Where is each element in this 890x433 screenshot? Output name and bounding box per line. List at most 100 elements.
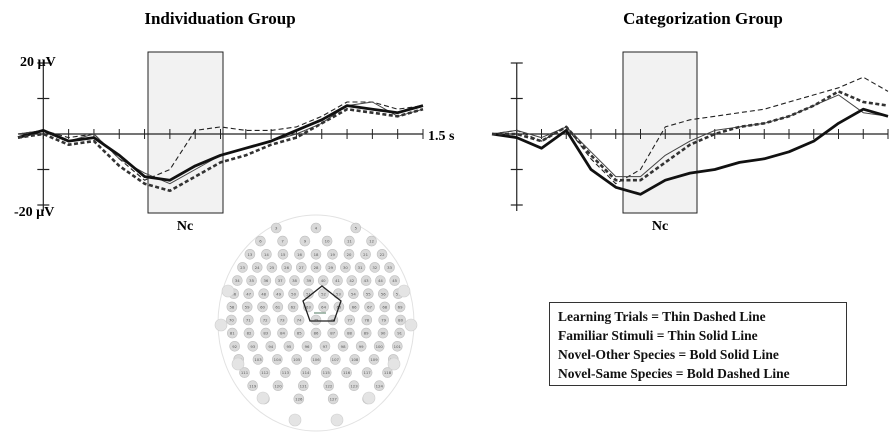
electrode-label: 48 (261, 291, 266, 296)
electrode-label: 26 (284, 265, 289, 270)
electrode-label: 37 (278, 278, 283, 283)
electrode-dot (323, 380, 335, 392)
electrode-dot (272, 380, 284, 392)
electrode-label: 61 (275, 305, 280, 310)
electrode-dot (261, 249, 272, 260)
outer-electrode-dot (387, 357, 401, 371)
electrode-label: 51 (306, 291, 311, 296)
electrode-label: 3 (275, 226, 278, 231)
electrode-label: 4 (315, 226, 318, 231)
electrode-label: 38 (292, 278, 297, 283)
electrode-label: 40 (321, 278, 326, 283)
electrode-dot (332, 275, 343, 286)
electrode-dot (259, 367, 271, 378)
electrode-label: 113 (282, 370, 290, 375)
electrode-label: 74 (297, 318, 302, 323)
electrode-label: 53 (336, 291, 341, 296)
electrode-dot (257, 301, 268, 313)
electrode-label: 126 (295, 397, 303, 402)
electrode-dot (243, 288, 254, 300)
electrode-label: 46 (231, 291, 236, 296)
left-y-bottom-label: -20 µV (14, 205, 54, 220)
electrode-label: 75 (314, 318, 319, 323)
electrode-dot (368, 354, 380, 365)
electrode-dot (277, 327, 288, 339)
electrode-label: 122 (325, 383, 333, 388)
electrode-dot (343, 249, 355, 260)
electrode-label: 118 (384, 370, 392, 375)
electrode-label: 25 (269, 265, 274, 270)
electrode-label: 68 (382, 305, 387, 310)
electrode-label: 116 (343, 370, 351, 375)
electrode-dot (361, 367, 373, 378)
electrode-label: 112 (261, 370, 269, 375)
outer-electrode-dot (231, 357, 245, 371)
electrode-dot (327, 327, 339, 339)
electrode-dot (303, 275, 315, 286)
electrode-label: 107 (332, 357, 340, 362)
electrode-dot (310, 314, 322, 326)
electrode-dot (293, 393, 305, 405)
electrode-dot (258, 288, 270, 300)
electrode-dot (246, 275, 257, 286)
electrode-dot (277, 249, 289, 260)
electrode-dot (226, 314, 237, 326)
electrode-dot (265, 340, 277, 352)
electrode-dot (274, 275, 286, 286)
electrode-label: 18 (314, 252, 319, 257)
electrode-dot (373, 380, 385, 392)
electrode-dot (319, 340, 331, 352)
electrode-dot (288, 288, 299, 300)
electrode-dot (364, 301, 375, 313)
electrode-dot (362, 288, 374, 300)
outer-electrode-dot (221, 284, 235, 298)
electrode-dot (295, 262, 307, 273)
electrode-label: 11 (347, 239, 352, 244)
electrode-dot (395, 314, 406, 326)
electrode-dot (355, 340, 367, 352)
electrode-label: 49 (276, 291, 281, 296)
left-axes (18, 62, 424, 211)
electrode-dot (299, 235, 311, 247)
right-panel-title: Categorization Group (623, 9, 783, 28)
electrode-dot (270, 222, 282, 234)
electrode-dot (394, 301, 406, 313)
electrode-dot (266, 262, 278, 273)
electrode-label: 32 (372, 265, 377, 270)
electrode-label: 63 (306, 305, 311, 310)
left-trace-novel-same (17, 107, 424, 193)
electrode-label: 10 (325, 239, 330, 244)
electrode-label: 100 (376, 344, 384, 349)
electrode-dot (281, 262, 292, 273)
electrode-dot (376, 249, 388, 260)
electrode-label: 42 (349, 278, 354, 283)
legend-learning: Learning Trials = Thin Dashed Line (558, 309, 766, 324)
electrode-label: 91 (397, 331, 402, 336)
electrode-label: 64 (321, 305, 326, 310)
electrode-label: 23 (240, 265, 245, 270)
electrode-label: 86 (314, 331, 319, 336)
electrode-label: 105 (293, 357, 301, 362)
electrode-dot (349, 354, 361, 365)
electrode-label: 72 (263, 318, 268, 323)
electrode-dot (348, 380, 360, 392)
electrode-dot (280, 367, 291, 378)
electrode-label: 16 (297, 252, 302, 257)
legend-novel-same: Novel-Same Species = Bold Dashed Line (558, 366, 790, 381)
electrode-label: 14 (264, 252, 269, 257)
electrode-dot (239, 367, 250, 378)
electrode-label: 95 (286, 344, 291, 349)
electrode-dot (321, 235, 333, 247)
electrode-label: 121 (300, 383, 308, 388)
electrode-dot (346, 275, 358, 286)
electrode-dot (271, 354, 283, 365)
electrode-label: 80 (398, 318, 403, 323)
right-trace-novel-same (492, 90, 889, 182)
electrode-dot (340, 262, 351, 273)
electrode-dot (348, 301, 360, 313)
electrode-dot (391, 340, 403, 352)
right-trace-novel-other (491, 107, 889, 196)
electrode-label: 34 (235, 278, 240, 283)
